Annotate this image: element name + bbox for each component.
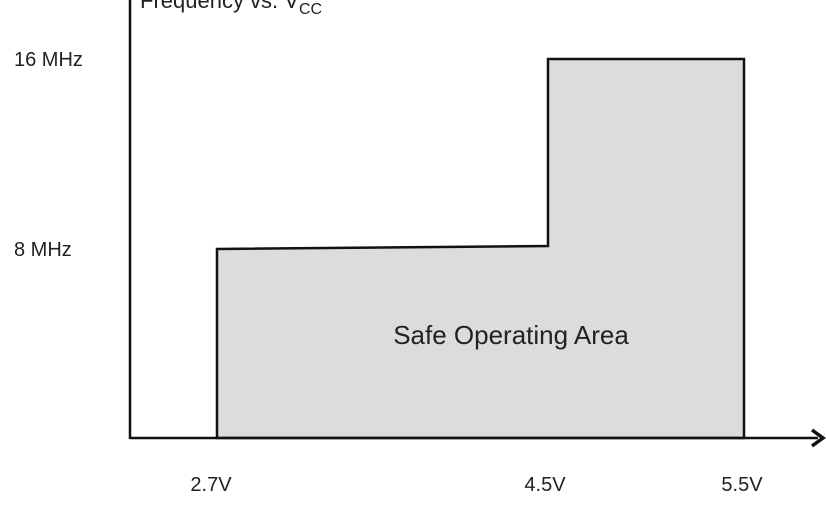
x-tick-label-2-7v: 2.7V <box>190 474 232 496</box>
x-axis-arrow-icon <box>810 428 826 448</box>
y-tick-label-16mhz: 16 MHz <box>14 49 83 71</box>
x-tick-label-5-5v: 5.5V <box>721 474 763 496</box>
y-tick-label-8mhz: 8 MHz <box>14 239 72 261</box>
x-tick-label-4-5v: 4.5V <box>524 474 566 496</box>
diagram-title-prefix: Frequency vs. V <box>140 0 299 13</box>
safe-operating-area-label: Safe Operating Area <box>393 320 629 350</box>
safe-operating-area <box>215 57 746 440</box>
diagram-title: Frequency vs. VCC <box>140 0 322 18</box>
diagram-title-subscript: CC <box>299 1 322 18</box>
